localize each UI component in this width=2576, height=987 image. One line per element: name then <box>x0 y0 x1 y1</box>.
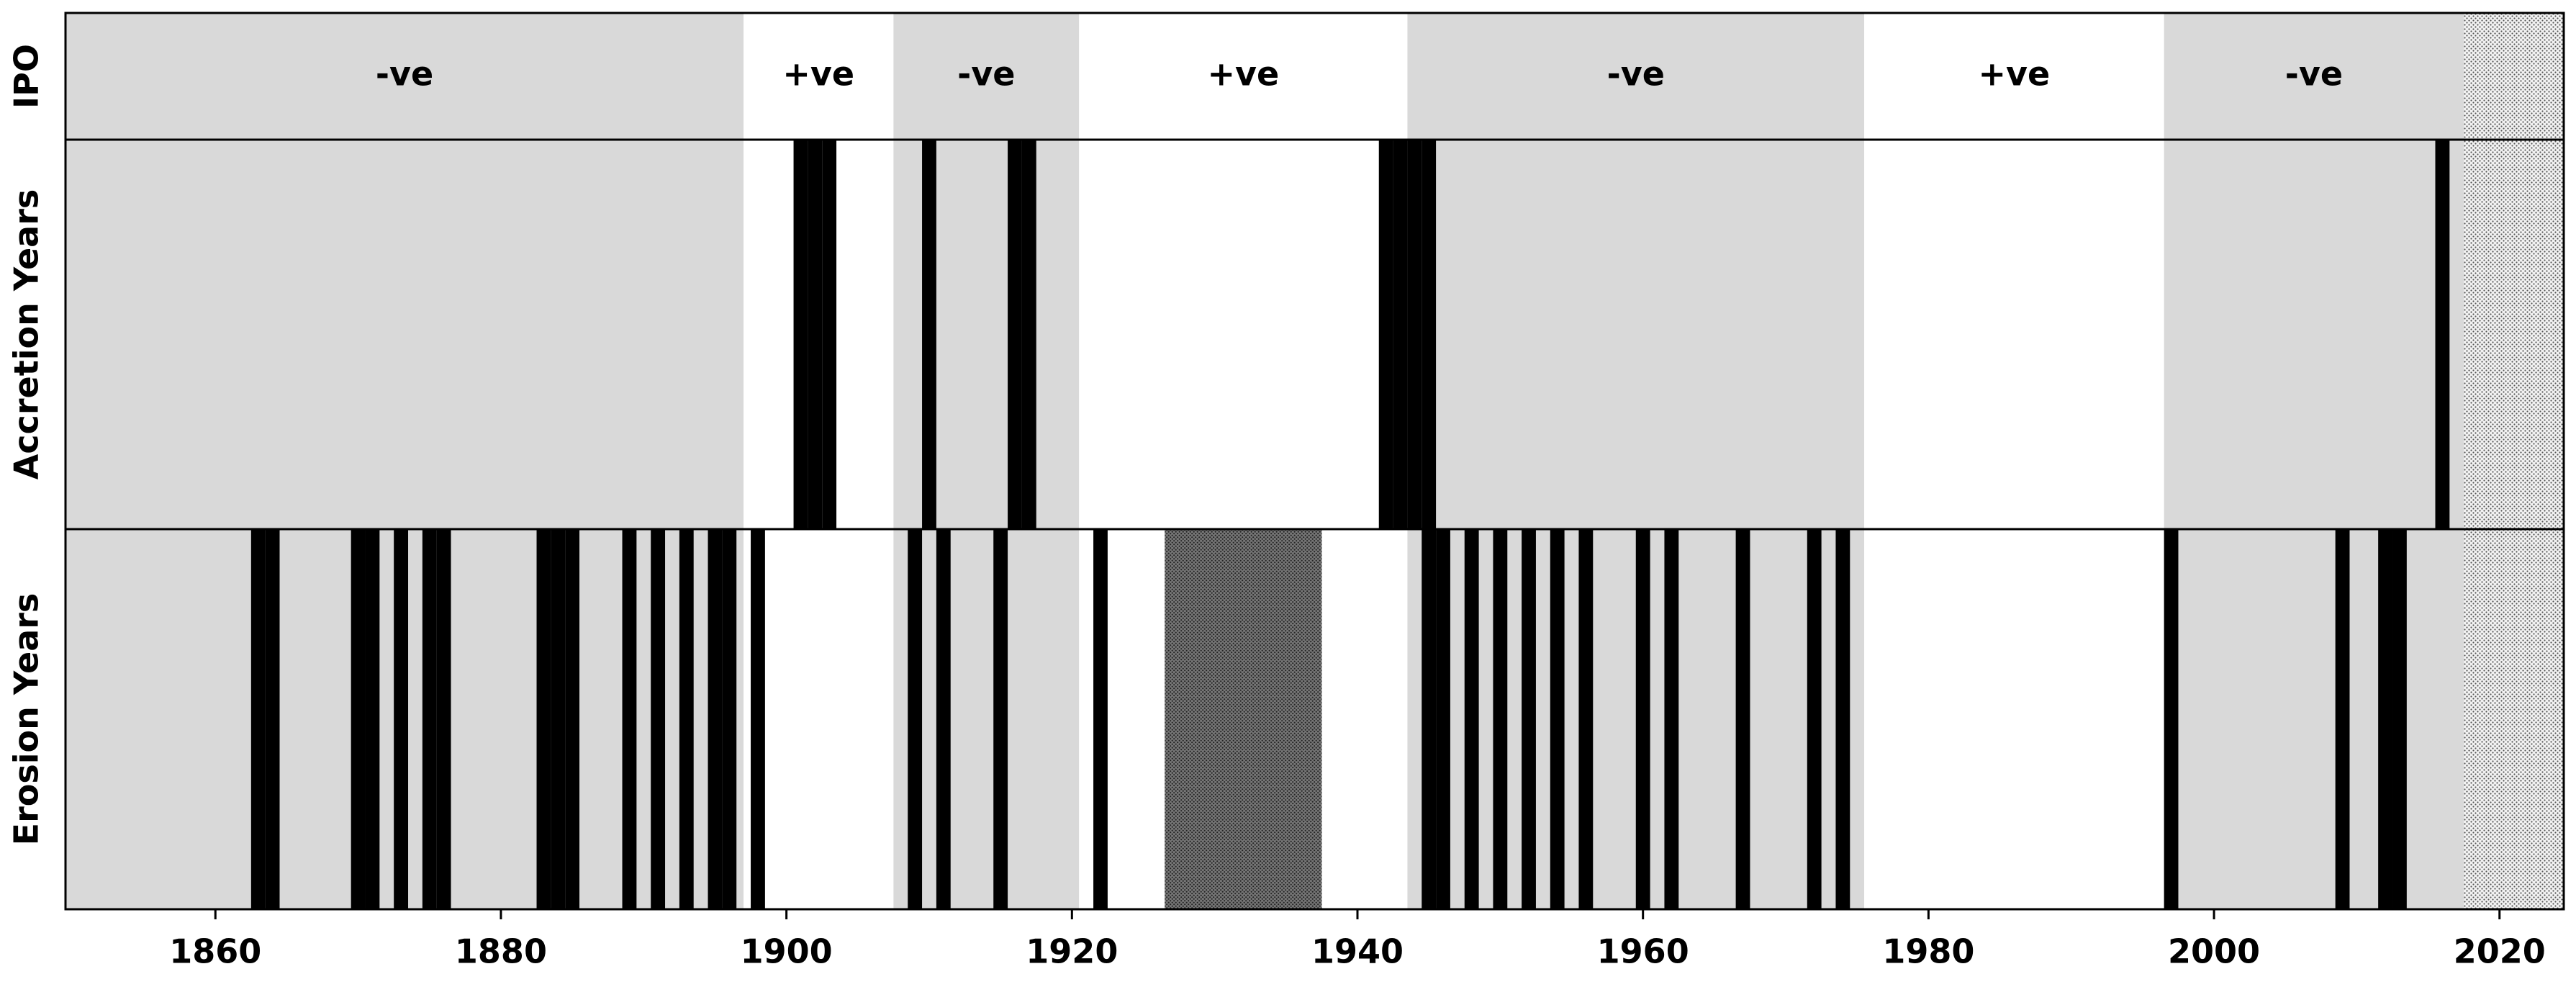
year-bar <box>1021 140 1036 529</box>
year-bar <box>2335 529 2350 909</box>
year-bar <box>1407 140 1422 529</box>
year-bar <box>936 529 951 909</box>
year-bar <box>436 529 451 909</box>
year-bar <box>2164 529 2179 909</box>
year-bar <box>1422 140 1437 529</box>
year-bar <box>1835 529 1850 909</box>
year-bar <box>1735 529 1750 909</box>
year-bar <box>565 529 580 909</box>
year-bar <box>1635 529 1650 909</box>
year-bar <box>2378 529 2392 909</box>
row-border <box>64 528 2565 911</box>
year-bar <box>908 529 923 909</box>
year-bar <box>822 140 837 529</box>
year-bar <box>993 529 1008 909</box>
year-bar <box>1578 529 1594 909</box>
phase-label: -ve <box>957 55 1015 94</box>
phase-label: -ve <box>376 55 433 94</box>
x-tick-label: 1940 <box>1311 932 1404 971</box>
x-tick-label: 2000 <box>2168 932 2260 971</box>
year-bar <box>1522 529 1536 909</box>
year-bar <box>1550 529 1565 909</box>
year-bar <box>1807 529 1822 909</box>
x-tick-label: 2020 <box>2454 932 2546 971</box>
year-bar <box>1422 529 1437 909</box>
year-bar <box>651 529 666 909</box>
data-gap <box>1165 529 1322 909</box>
phase-label: +ve <box>1979 55 2051 94</box>
year-bar <box>1664 529 1679 909</box>
year-bar <box>2392 529 2407 909</box>
phase-label: +ve <box>1207 55 1279 94</box>
year-bar <box>808 140 823 529</box>
year-bar <box>922 140 936 529</box>
year-bar <box>1008 140 1022 529</box>
row-label: Accretion Years <box>7 189 46 480</box>
year-bar <box>1093 529 1108 909</box>
year-bar <box>793 140 808 529</box>
year-bar <box>265 529 280 909</box>
row-label: IPO <box>7 44 46 109</box>
year-bar <box>1436 529 1450 909</box>
x-tick-label: 1960 <box>1597 932 1689 971</box>
year-bar <box>1378 140 1393 529</box>
no-data-region <box>2464 13 2564 909</box>
x-tick-label: 1900 <box>741 932 833 971</box>
year-bar <box>751 529 765 909</box>
phase-band <box>1864 13 2164 909</box>
year-bar <box>536 529 551 909</box>
phase-band <box>2164 13 2464 909</box>
year-bar <box>551 529 566 909</box>
year-bar <box>622 529 637 909</box>
year-bar <box>708 529 723 909</box>
phase-label: +ve <box>782 55 854 94</box>
year-bar <box>394 529 409 909</box>
year-bar <box>365 529 380 909</box>
phase-label: -ve <box>2285 55 2343 94</box>
year-bar <box>2435 140 2450 529</box>
phase-label: -ve <box>1607 55 1665 94</box>
x-tick-label: 1880 <box>455 932 547 971</box>
year-bar <box>1393 140 1408 529</box>
x-tick-label: 1920 <box>1026 932 1118 971</box>
row-label: Erosion Years <box>7 593 46 846</box>
x-tick-label: 1980 <box>1882 932 1974 971</box>
year-bar <box>250 529 266 909</box>
year-bar <box>351 529 366 909</box>
year-bar <box>679 529 694 909</box>
year-bar <box>422 529 437 909</box>
year-bar <box>1493 529 1508 909</box>
year-bar <box>722 529 737 909</box>
x-tick-label: 1860 <box>169 932 261 971</box>
year-bar <box>1464 529 1479 909</box>
